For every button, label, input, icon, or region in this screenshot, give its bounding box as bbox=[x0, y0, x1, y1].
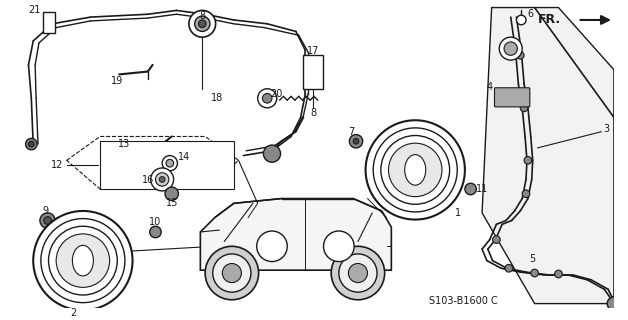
Text: S103-B1600 C: S103-B1600 C bbox=[428, 296, 497, 306]
Circle shape bbox=[48, 226, 117, 295]
Circle shape bbox=[520, 104, 528, 112]
Circle shape bbox=[505, 264, 512, 272]
Text: 4: 4 bbox=[487, 82, 493, 92]
Bar bbox=[303, 55, 323, 89]
Circle shape bbox=[156, 173, 169, 186]
Circle shape bbox=[263, 93, 272, 103]
Circle shape bbox=[353, 138, 359, 144]
Circle shape bbox=[323, 231, 354, 261]
Text: 9: 9 bbox=[43, 206, 49, 216]
Text: 7: 7 bbox=[348, 127, 354, 137]
Circle shape bbox=[44, 217, 51, 224]
Text: 18: 18 bbox=[212, 93, 224, 103]
Circle shape bbox=[516, 52, 524, 59]
Text: 13: 13 bbox=[118, 139, 130, 149]
Text: 14: 14 bbox=[178, 153, 190, 163]
Circle shape bbox=[499, 37, 522, 60]
Circle shape bbox=[373, 128, 457, 212]
Polygon shape bbox=[482, 8, 614, 304]
Circle shape bbox=[339, 254, 377, 292]
Circle shape bbox=[189, 11, 215, 37]
Circle shape bbox=[149, 226, 161, 238]
Text: 8: 8 bbox=[199, 11, 205, 21]
Circle shape bbox=[160, 177, 165, 182]
Circle shape bbox=[166, 159, 173, 167]
Circle shape bbox=[222, 263, 241, 283]
Circle shape bbox=[165, 187, 178, 200]
Circle shape bbox=[28, 141, 34, 147]
Circle shape bbox=[349, 263, 367, 283]
Circle shape bbox=[524, 156, 532, 164]
Circle shape bbox=[516, 15, 526, 25]
Circle shape bbox=[365, 120, 465, 220]
Bar bbox=[43, 12, 55, 33]
Text: 20: 20 bbox=[271, 89, 283, 99]
Circle shape bbox=[504, 42, 517, 55]
Text: 15: 15 bbox=[166, 198, 178, 208]
Text: FR.: FR. bbox=[538, 13, 561, 27]
Circle shape bbox=[26, 138, 37, 150]
Text: 1: 1 bbox=[455, 208, 461, 218]
Circle shape bbox=[607, 297, 620, 310]
Text: 8: 8 bbox=[310, 108, 316, 118]
Circle shape bbox=[56, 234, 110, 287]
Circle shape bbox=[213, 254, 251, 292]
Circle shape bbox=[257, 231, 287, 261]
Circle shape bbox=[205, 246, 259, 300]
Bar bbox=[100, 141, 234, 189]
Circle shape bbox=[198, 20, 206, 28]
Circle shape bbox=[40, 213, 55, 228]
Text: 21: 21 bbox=[28, 5, 41, 15]
Text: 11: 11 bbox=[476, 184, 488, 194]
Text: 10: 10 bbox=[149, 217, 161, 228]
Circle shape bbox=[389, 143, 442, 196]
Circle shape bbox=[522, 190, 530, 197]
Circle shape bbox=[349, 135, 363, 148]
Circle shape bbox=[531, 269, 538, 277]
Text: 19: 19 bbox=[111, 76, 123, 86]
Text: 17: 17 bbox=[307, 45, 319, 56]
Ellipse shape bbox=[72, 245, 94, 276]
Circle shape bbox=[555, 270, 562, 278]
Circle shape bbox=[331, 246, 385, 300]
Text: 5: 5 bbox=[529, 254, 536, 264]
Text: 6: 6 bbox=[528, 9, 534, 19]
Polygon shape bbox=[200, 198, 391, 270]
Circle shape bbox=[257, 89, 277, 108]
Text: 12: 12 bbox=[51, 160, 63, 170]
Circle shape bbox=[33, 211, 133, 310]
Circle shape bbox=[263, 145, 281, 162]
Circle shape bbox=[41, 219, 125, 303]
Text: 3: 3 bbox=[603, 124, 609, 134]
Circle shape bbox=[465, 183, 477, 195]
Text: 16: 16 bbox=[142, 175, 154, 185]
Circle shape bbox=[195, 16, 210, 31]
Circle shape bbox=[151, 168, 173, 191]
Circle shape bbox=[381, 136, 450, 204]
Circle shape bbox=[492, 236, 501, 244]
FancyArrowPatch shape bbox=[580, 16, 609, 24]
Text: 2: 2 bbox=[70, 308, 77, 318]
Circle shape bbox=[162, 156, 178, 171]
Ellipse shape bbox=[404, 155, 426, 185]
FancyBboxPatch shape bbox=[494, 88, 530, 107]
